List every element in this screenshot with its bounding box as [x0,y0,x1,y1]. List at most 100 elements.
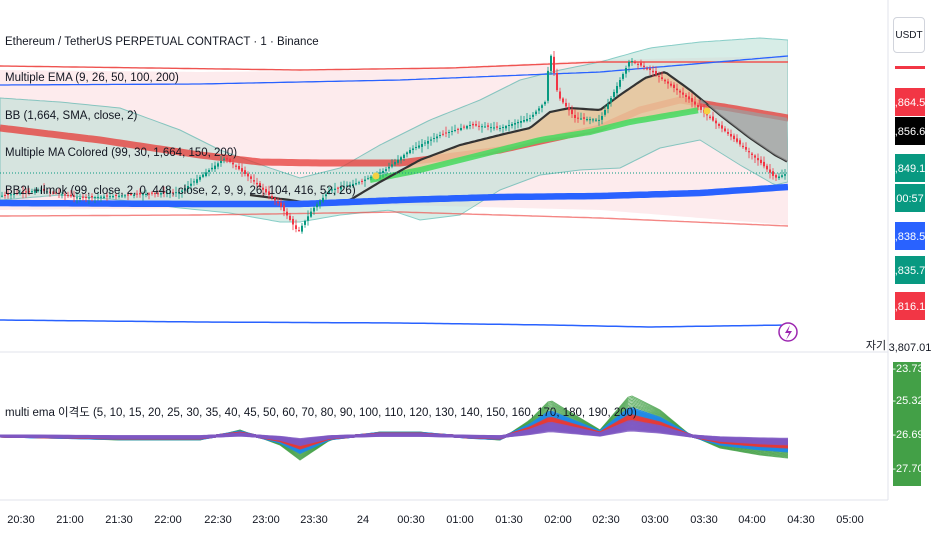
candle-body [337,187,339,189]
candle-body [784,174,786,176]
price-badge-label: 3,856.63 [889,126,932,138]
candle-body [544,102,546,105]
candle-body [157,193,159,195]
candle-body [238,166,240,170]
candle-body [610,98,612,103]
candle-body [334,188,336,190]
candle-body [652,70,654,73]
candle-body [130,194,132,195]
lightning-icon[interactable] [778,322,798,342]
candle-body [457,128,459,130]
candle-body [91,196,93,198]
candle-body [28,191,30,193]
price-badge[interactable] [895,256,925,284]
candle-body [163,192,165,193]
candle-body [622,74,624,79]
time-axis-label: 21:00 [56,514,84,526]
candle-body [559,91,561,99]
candle-body [727,132,729,134]
candle-body [310,211,312,217]
candle-body [685,94,687,97]
candle-body [4,194,6,196]
candle-body [601,116,603,120]
candle-body [280,202,282,207]
candle-body [103,196,105,198]
red-lower-line [0,211,788,227]
price-axis[interactable]: 3,864.56 3,856.63 3,849.12 00:57 3,838.54 3,8… [889,88,932,320]
candle-body [760,159,762,164]
candle-body [202,174,204,177]
time-axis-label: 00:30 [397,514,425,526]
candle-body [325,194,327,197]
indicator-multiple-ma[interactable]: Multiple MA Colored (99, 30, 1,664, 150,… [5,147,238,159]
candle-body [538,108,540,111]
candle-body [592,119,594,121]
indicator-bb2l-ilmok[interactable]: BB2L+Ilmok (99, close, 2, 0, 448, close,… [5,185,356,197]
price-badge[interactable] [895,184,925,212]
time-axis[interactable]: 20:30 21:00 21:30 22:00 22:30 23:00 23:30 24 00:… [7,514,864,526]
candle-body [517,122,519,124]
time-axis-label: 04:30 [787,514,815,526]
candle-body [418,145,420,148]
candle-body [448,132,450,133]
oscillator-pane[interactable] [0,395,788,461]
candle-body [709,116,711,118]
candle-body [571,109,573,115]
candle-body [295,225,297,229]
indicator-bb[interactable]: BB (1,664, SMA, close, 2) [5,110,138,122]
price-badge[interactable] [895,222,925,250]
candle-body [307,216,309,221]
candle-body [49,191,51,193]
candle-body [736,138,738,142]
candle-body [136,193,138,195]
candle-body [406,152,408,155]
candle-body [475,124,477,126]
price-badge[interactable] [895,154,925,182]
candle-body [694,101,696,105]
candle-body [181,190,183,192]
candle-body [349,184,351,186]
candle-body [640,62,642,66]
candle-body [388,166,390,169]
candle-body [667,81,669,84]
indicator-multi-ema-osc[interactable]: multi ema 이격도 (5, 10, 15, 20, 25, 30, 35… [5,407,637,419]
candle-body [664,79,666,82]
oscillator-axis[interactable]: -23.73 -25.32 -26.69 -27.70 [892,362,924,486]
candle-body [460,128,462,131]
candle-body [649,68,651,70]
candle-body [298,230,300,232]
price-badge-label: 00:57 [896,193,924,205]
candle-body [364,179,366,182]
candle-body [115,194,117,196]
time-axis-label: 23:00 [252,514,280,526]
currency-button[interactable]: USDT [893,17,925,53]
candle-body [160,193,162,195]
candle-body [169,192,171,194]
time-axis-label: 02:30 [592,514,620,526]
candle-body [616,86,618,94]
candle-body [271,196,273,198]
candle-body [79,198,81,199]
candle-body [553,56,555,73]
candle-body [715,120,717,124]
price-badge[interactable] [895,292,925,320]
time-axis-label: 01:30 [495,514,523,526]
candle-body [778,176,780,179]
candle-body [64,194,66,196]
candle-body [661,77,663,79]
candle-body [604,110,606,115]
candle-body [409,150,411,154]
candle-body [547,70,549,101]
price-badge[interactable] [895,88,925,116]
price-badge-top-edge [895,66,925,69]
candle-body [268,191,270,196]
candle-body [400,157,402,161]
indicator-multiple-ema[interactable]: Multiple EMA (9, 26, 50, 100, 200) [5,72,179,84]
candle-body [673,84,675,88]
symbol-title[interactable]: Ethereum / TetherUS PERPETUAL CONTRACT ·… [5,36,319,48]
price-pane[interactable] [0,37,888,328]
price-badge[interactable] [895,117,925,145]
candle-body [226,158,228,160]
candle-body [232,162,234,165]
